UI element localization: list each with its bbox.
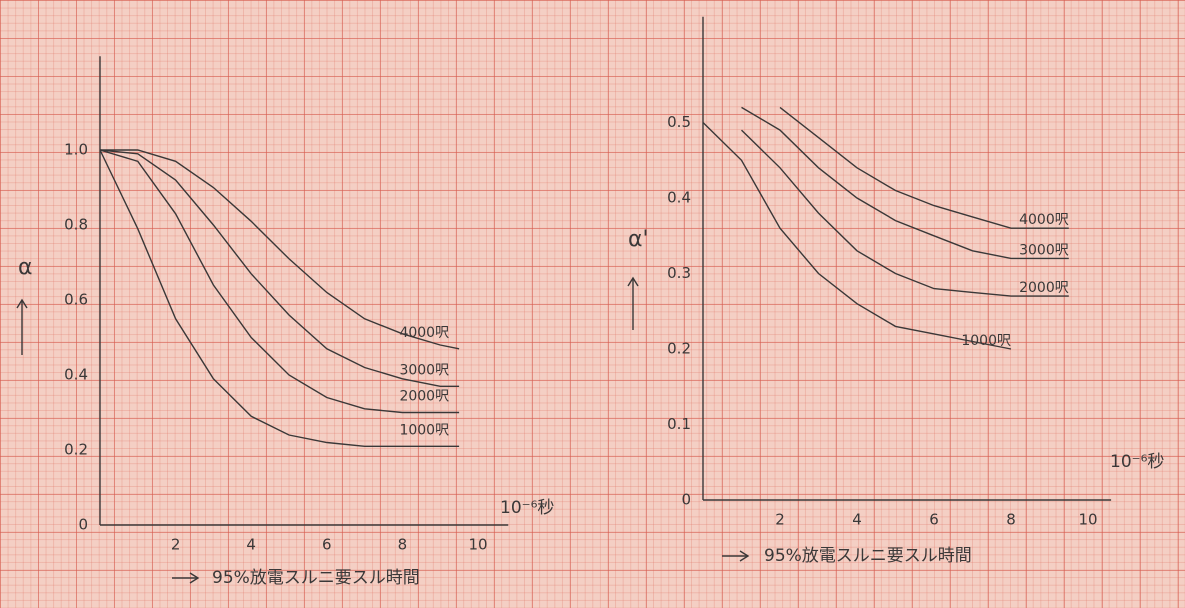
y-tick-label: 0.4 xyxy=(64,366,88,384)
y-tick-label: 0.2 xyxy=(667,340,691,358)
page: {"chart_data": [ {"type": "line", "y_lab… xyxy=(0,0,1185,608)
x-tick-label: 2 xyxy=(171,536,181,554)
series-line xyxy=(703,123,1011,350)
x-tick-label: 6 xyxy=(929,511,939,529)
x-tick-label: 2 xyxy=(775,511,785,529)
series-line xyxy=(742,107,1069,258)
series-label: 4000呎 xyxy=(1019,212,1069,228)
series-label: 3000呎 xyxy=(1019,242,1069,258)
x-tick-label: 8 xyxy=(398,536,408,554)
y-axis-label: α xyxy=(18,255,33,280)
x-axis-label: 95%放電スルニ要スル時間 xyxy=(212,568,420,588)
series-label: 2000呎 xyxy=(1019,280,1069,296)
series-label: 1000呎 xyxy=(961,333,1011,349)
y-tick-label: 1.0 xyxy=(64,141,88,159)
y-tick-label: 0.3 xyxy=(667,264,691,282)
series-label: 2000呎 xyxy=(399,389,449,405)
series-label: 3000呎 xyxy=(399,362,449,378)
x-tick-label: 4 xyxy=(246,536,256,554)
y-tick-label: 0.4 xyxy=(667,189,691,207)
y-tick-label: 0.1 xyxy=(667,415,691,433)
series-label: 1000呎 xyxy=(399,422,449,438)
y-tick-label: 0.8 xyxy=(64,216,88,234)
y-tick-label: 0.6 xyxy=(64,291,88,309)
y-axis-label: α' xyxy=(628,227,649,252)
series-line xyxy=(780,107,1069,228)
x-axis-label: 95%放電スルニ要スル時間 xyxy=(764,546,972,566)
series-label: 4000呎 xyxy=(399,325,449,341)
chart: α 10⁻⁶秒 95%放電スルニ要スル時間 α' 10⁻⁶秒 95%放電スルニ要… xyxy=(0,0,1185,608)
series-line xyxy=(100,150,459,349)
y-tick-label: 0.5 xyxy=(667,113,691,131)
x-tick-label: 6 xyxy=(322,536,332,554)
x-tick-label: 8 xyxy=(1006,511,1016,529)
y-tick-label: 0 xyxy=(681,491,691,509)
x-unit: 10⁻⁶秒 xyxy=(500,498,554,518)
x-tick-label: 10 xyxy=(468,536,487,554)
y-tick-label: 0 xyxy=(78,516,88,534)
x-unit: 10⁻⁶秒 xyxy=(1110,452,1164,472)
x-tick-label: 10 xyxy=(1078,511,1097,529)
y-tick-label: 0.2 xyxy=(64,441,88,459)
x-tick-label: 4 xyxy=(852,511,862,529)
